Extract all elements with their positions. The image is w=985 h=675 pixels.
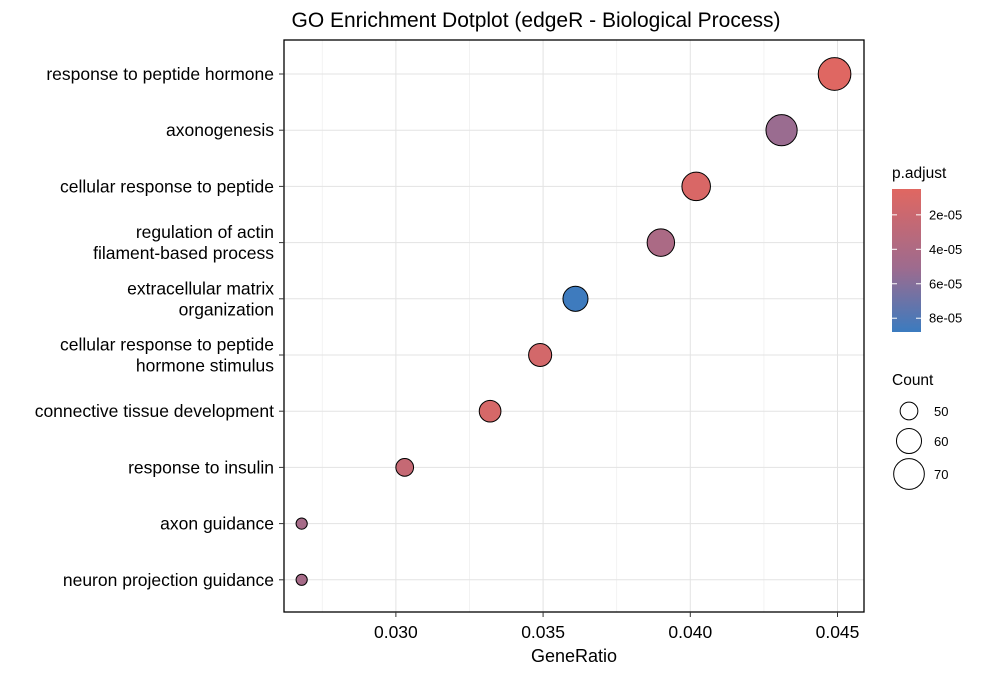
size-legend-key [895,427,923,455]
color-legend-label: 6e-05 [929,276,962,291]
size-legend-key [893,458,925,490]
y-axis: response to peptide hormone axonogenesis c… [35,64,284,590]
color-legend-label: 2e-05 [929,207,962,222]
x-tick-label: 0.040 [668,622,712,642]
y-tick-label: extracellular matrix [127,278,274,298]
color-legend-bar [892,189,921,332]
size-legend-title: Count [892,372,934,389]
x-axis: 0.030 0.035 0.040 0.045 [374,612,859,642]
size-legend-key [899,401,919,421]
data-point [681,171,711,202]
y-tick-label: neuron projection guidance [63,570,274,590]
x-axis-title: GeneRatio [531,646,617,666]
size-legend-label: 60 [934,434,948,449]
color-legend-label: 4e-05 [929,242,962,257]
y-tick-label: cellular response to peptide [60,335,274,355]
data-points [295,57,852,586]
size-legend-label: 50 [934,404,948,419]
data-point [395,458,415,477]
data-point [765,114,798,147]
size-legend: Count 50 60 70 [892,372,948,490]
y-tick-label: response to peptide hormone [46,64,274,84]
data-point [562,285,589,312]
color-legend: p.adjust 2e-05 4e-05 6e-05 8e-05 [892,165,962,332]
data-point [817,57,852,91]
y-tick-label: connective tissue development [35,401,274,421]
size-legend-keys: 50 60 70 [893,401,948,490]
y-tick-label: filament-based process [93,243,274,263]
y-tick-label: response to insulin [128,457,274,477]
x-tick-label: 0.030 [374,622,418,642]
x-tick-label: 0.035 [521,622,565,642]
color-legend-label: 8e-05 [929,311,962,326]
data-point [528,342,553,368]
plot-panel-border [283,39,865,613]
color-legend-title: p.adjust [892,165,947,182]
size-legend-label: 70 [934,467,948,482]
data-point [295,573,308,586]
y-tick-label: cellular response to peptide [60,176,274,196]
y-tick-label: hormone stimulus [136,356,274,376]
chart-title: GO Enrichment Dotplot (edgeR - Biologica… [291,9,780,32]
y-tick-label: regulation of actin [136,222,274,242]
data-point [478,399,502,423]
plot-panel [283,39,865,613]
data-point [295,517,308,530]
y-tick-label: organization [179,299,274,319]
x-tick-label: 0.045 [816,622,860,642]
color-legend-ticks: 2e-05 4e-05 6e-05 8e-05 [892,207,962,326]
data-point [646,228,676,257]
y-tick-label: axon guidance [160,514,274,534]
y-tick-label: axonogenesis [166,120,274,140]
